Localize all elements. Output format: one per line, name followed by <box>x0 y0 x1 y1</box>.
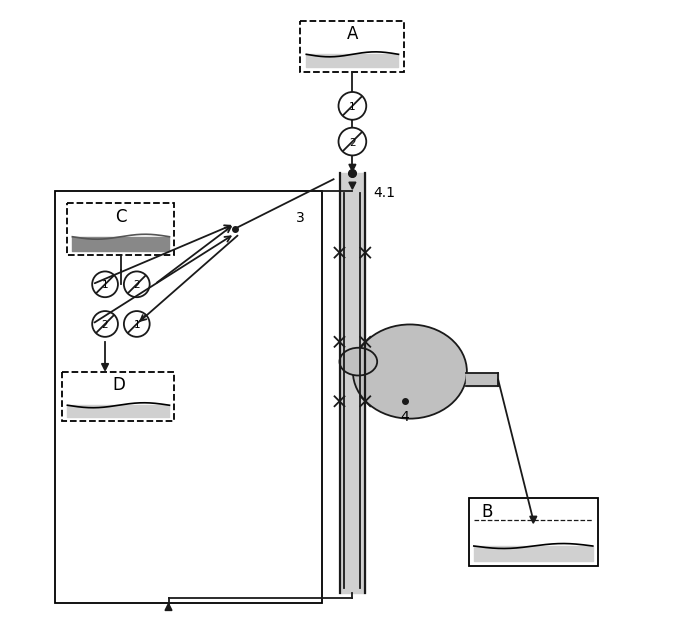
Text: 2: 2 <box>349 137 356 148</box>
Circle shape <box>124 272 150 297</box>
Text: D: D <box>112 376 125 394</box>
Text: B: B <box>481 504 492 521</box>
Circle shape <box>92 272 118 297</box>
Circle shape <box>124 311 150 337</box>
Ellipse shape <box>353 325 467 419</box>
Text: A: A <box>347 26 358 43</box>
Bar <box>301 20 405 72</box>
Circle shape <box>92 311 118 337</box>
Polygon shape <box>101 364 109 371</box>
Bar <box>63 371 175 421</box>
Polygon shape <box>530 516 537 523</box>
Polygon shape <box>165 603 172 610</box>
Text: 1: 1 <box>349 102 356 112</box>
Text: 2: 2 <box>102 320 108 330</box>
Text: 2: 2 <box>133 281 140 290</box>
Circle shape <box>339 92 367 119</box>
Ellipse shape <box>339 348 377 376</box>
Polygon shape <box>349 164 356 171</box>
Text: C: C <box>115 208 126 226</box>
Text: 3: 3 <box>296 211 304 225</box>
Text: 1: 1 <box>133 320 140 330</box>
Bar <box>67 203 175 254</box>
Text: 4.1: 4.1 <box>373 186 395 200</box>
Bar <box>54 191 322 603</box>
Polygon shape <box>349 182 356 189</box>
Text: 1: 1 <box>102 281 108 290</box>
Text: 4: 4 <box>401 410 409 424</box>
Circle shape <box>339 128 367 155</box>
Bar <box>469 498 598 566</box>
